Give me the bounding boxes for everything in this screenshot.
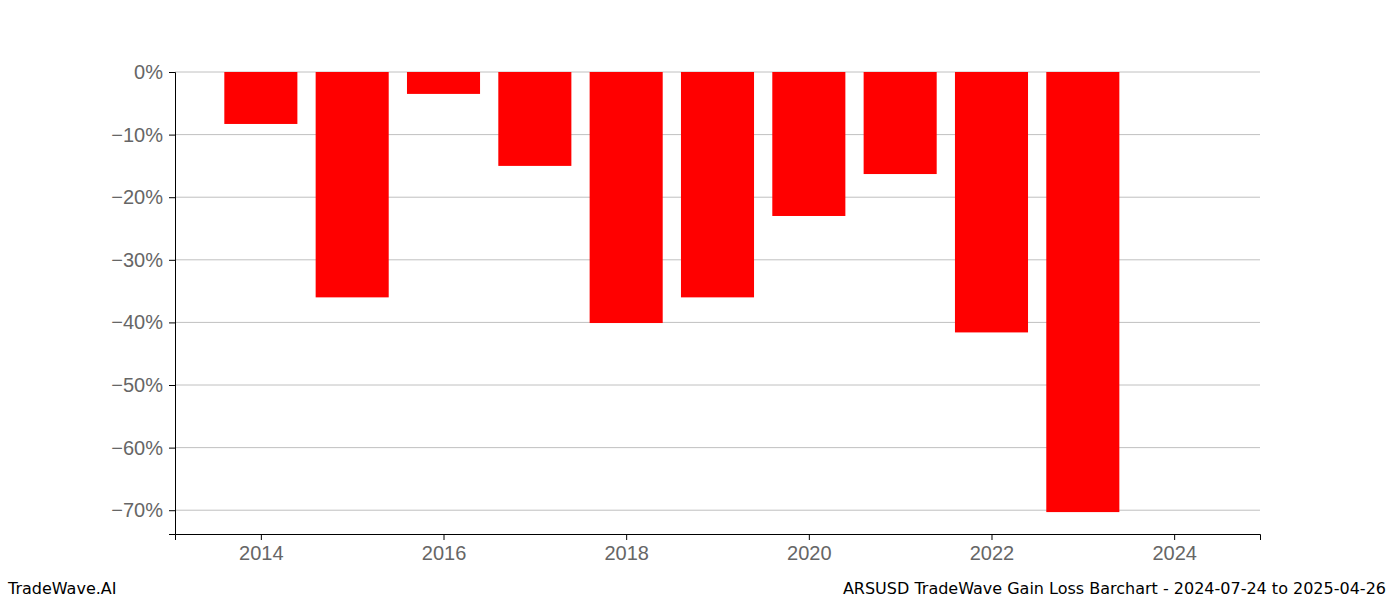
x-axis-line [176, 535, 1261, 541]
y-tick-label: −20% [111, 186, 163, 208]
x-tick-label: 2014 [239, 542, 284, 564]
y-tick-mark [169, 72, 175, 73]
y-tick: −70% [111, 499, 175, 521]
bar [955, 72, 1028, 332]
bar [772, 72, 845, 216]
bar [407, 72, 480, 94]
x-tick-label: 2018 [604, 542, 649, 564]
y-tick-mark [169, 385, 175, 386]
x-tick: 2014 [239, 534, 284, 564]
x-tick-label: 2022 [970, 542, 1015, 564]
x-tick-mark [991, 534, 992, 540]
bar [1046, 72, 1119, 512]
y-tick: −40% [111, 311, 175, 333]
y-tick-mark [169, 197, 175, 198]
x-tick: 2020 [787, 534, 832, 564]
bar [498, 72, 571, 166]
bars [224, 72, 1119, 512]
y-tick-label: −10% [111, 124, 163, 146]
y-tick: −60% [111, 437, 175, 459]
y-tick: −30% [111, 249, 175, 271]
x-tick-mark [261, 534, 262, 540]
y-tick-mark [169, 510, 175, 511]
y-tick-label: −50% [111, 374, 163, 396]
annotation: TradeWave.AI [7, 579, 116, 598]
y-tick: 0% [134, 61, 175, 83]
y-tick-mark [169, 135, 175, 136]
y-tick: −50% [111, 374, 175, 396]
x-tick-mark [626, 534, 627, 540]
y-tick-label: 0% [134, 61, 163, 83]
bar [590, 72, 663, 323]
y-tick-label: −30% [111, 249, 163, 271]
bar [224, 72, 297, 124]
y-tick-label: −70% [111, 499, 163, 521]
y-axis-line [169, 73, 176, 535]
x-tick-label: 2020 [787, 542, 832, 564]
x-tick-mark [444, 534, 445, 540]
x-tick-label: 2024 [1152, 542, 1197, 564]
x-tick: 2016 [422, 534, 467, 564]
y-tick-mark [169, 260, 175, 261]
x-tick: 2022 [970, 534, 1015, 564]
title: ARSUSD TradeWave Gain Loss Barchart - 20… [843, 579, 1386, 598]
y-tick: −20% [111, 186, 175, 208]
y-tick: −10% [111, 124, 175, 146]
y-axis: 0% −10% −20% −30% −40% −50% −60% −70% [111, 61, 175, 535]
bar [316, 72, 389, 297]
bar [681, 72, 754, 297]
x-axis: 2014 2016 2018 2020 2022 2024 [176, 534, 1261, 564]
bar [864, 72, 937, 174]
x-tick-label: 2016 [422, 542, 467, 564]
x-tick-mark [1174, 534, 1175, 540]
y-tick-label: −60% [111, 437, 163, 459]
y-tick-label: −40% [111, 311, 163, 333]
x-tick: 2024 [1152, 534, 1197, 564]
x-tick: 2018 [604, 534, 649, 564]
y-tick-mark [169, 448, 175, 449]
chart: 2014 2016 2018 2020 2022 2024 0% −10% −20% −30% −4… [0, 0, 1400, 600]
y-tick-mark [169, 322, 175, 323]
x-tick-mark [809, 534, 810, 540]
